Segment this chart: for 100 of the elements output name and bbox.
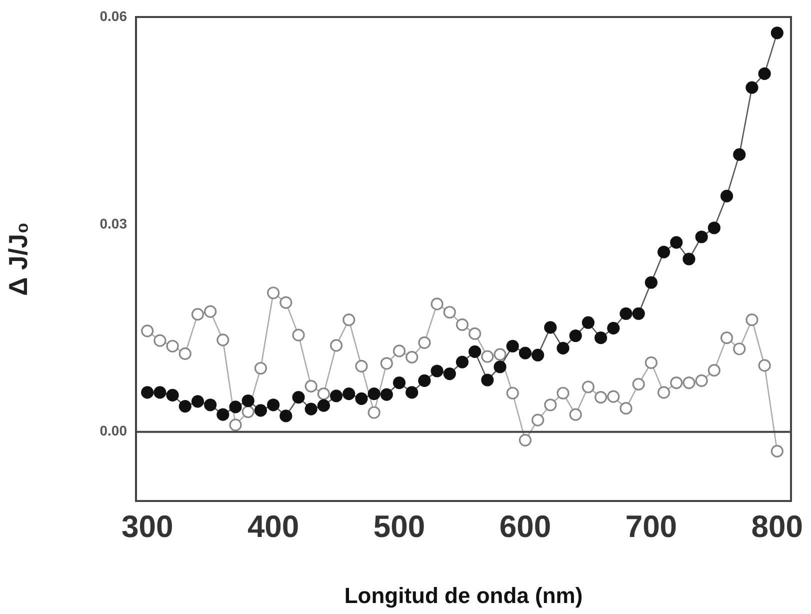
point bbox=[229, 400, 242, 414]
point bbox=[267, 398, 280, 412]
y-tick-label: 0.03 bbox=[100, 215, 128, 232]
point bbox=[569, 408, 582, 421]
point bbox=[154, 386, 166, 399]
point bbox=[733, 342, 746, 356]
point bbox=[770, 26, 784, 40]
point bbox=[494, 360, 506, 374]
point bbox=[229, 418, 242, 432]
point bbox=[657, 246, 670, 258]
point bbox=[456, 318, 469, 331]
point bbox=[682, 252, 696, 266]
x-tick-label: 700 bbox=[625, 509, 678, 544]
point bbox=[518, 346, 532, 360]
point bbox=[368, 406, 380, 419]
point bbox=[342, 314, 356, 326]
point bbox=[468, 345, 482, 358]
point bbox=[355, 360, 368, 372]
point bbox=[430, 298, 444, 310]
point bbox=[506, 386, 519, 400]
point bbox=[141, 386, 154, 399]
point bbox=[532, 348, 544, 362]
point bbox=[292, 390, 305, 404]
x-tick-label: 400 bbox=[247, 509, 300, 544]
point bbox=[304, 380, 318, 393]
point bbox=[582, 316, 594, 329]
point bbox=[695, 374, 708, 387]
point bbox=[392, 344, 406, 358]
point bbox=[166, 340, 179, 352]
x-tick-label: 500 bbox=[373, 509, 426, 544]
point bbox=[556, 342, 570, 354]
point bbox=[267, 286, 280, 300]
point bbox=[708, 364, 720, 377]
point bbox=[720, 332, 734, 344]
point bbox=[733, 148, 746, 161]
point bbox=[544, 398, 557, 412]
point bbox=[582, 380, 594, 394]
point bbox=[708, 222, 720, 234]
point bbox=[594, 332, 608, 344]
point bbox=[544, 321, 557, 334]
point bbox=[456, 356, 469, 368]
point bbox=[569, 329, 582, 342]
point bbox=[242, 394, 254, 408]
point bbox=[682, 376, 696, 390]
point bbox=[242, 406, 254, 418]
point bbox=[620, 402, 632, 415]
point bbox=[644, 276, 658, 289]
point bbox=[292, 328, 305, 342]
point bbox=[304, 402, 318, 416]
point bbox=[280, 410, 292, 422]
point bbox=[494, 348, 506, 361]
x-tick-label: 800 bbox=[751, 509, 804, 544]
point bbox=[746, 314, 758, 326]
point bbox=[178, 347, 192, 360]
point bbox=[481, 374, 494, 386]
point bbox=[695, 230, 708, 244]
point bbox=[758, 359, 771, 372]
point bbox=[191, 395, 204, 408]
point bbox=[330, 339, 343, 352]
x-tick-label: 600 bbox=[499, 509, 552, 544]
point bbox=[317, 399, 330, 412]
point bbox=[166, 388, 179, 402]
point bbox=[443, 306, 456, 319]
point bbox=[746, 81, 758, 94]
y-tick-label: 0.00 bbox=[100, 422, 128, 439]
point bbox=[368, 388, 380, 400]
point bbox=[191, 308, 204, 321]
point bbox=[506, 340, 519, 352]
point bbox=[632, 307, 645, 320]
point bbox=[406, 386, 418, 399]
point bbox=[720, 190, 734, 202]
point bbox=[443, 367, 456, 380]
point bbox=[468, 327, 482, 340]
point bbox=[644, 356, 658, 370]
point bbox=[355, 392, 368, 405]
point bbox=[141, 324, 154, 338]
point bbox=[216, 408, 230, 421]
point bbox=[518, 434, 532, 446]
point bbox=[254, 404, 267, 417]
point bbox=[280, 296, 292, 309]
point bbox=[556, 386, 570, 400]
point bbox=[330, 390, 343, 402]
point bbox=[204, 398, 217, 412]
point bbox=[317, 388, 330, 400]
point bbox=[216, 334, 230, 346]
point bbox=[532, 414, 544, 426]
point bbox=[418, 336, 431, 349]
point bbox=[430, 364, 444, 378]
point bbox=[418, 374, 431, 387]
point bbox=[607, 322, 620, 334]
point bbox=[154, 334, 166, 347]
point bbox=[670, 236, 683, 249]
point bbox=[607, 390, 620, 403]
point bbox=[178, 400, 192, 413]
y-axis-title: Δ J/J₀ bbox=[2, 222, 33, 296]
point bbox=[657, 386, 670, 399]
point bbox=[758, 67, 771, 80]
x-axis-title: Longitud de onda (nm) bbox=[344, 582, 583, 608]
point bbox=[254, 362, 267, 375]
y-tick-label: 0.06 bbox=[100, 8, 128, 24]
